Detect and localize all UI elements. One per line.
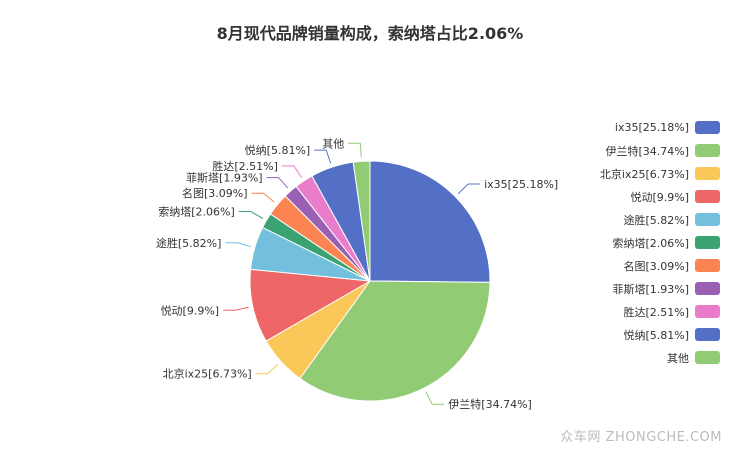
legend-label: 悦纳[5.81%]	[623, 328, 689, 342]
label-line-slice-4	[225, 242, 251, 248]
legend: ix35[25.18%] 伊兰特[34.74%] 北京ix25[6.73%] 悦动[9…	[560, 116, 720, 369]
legend-swatch	[695, 305, 720, 318]
legend-label: 北京ix25[6.73%]	[599, 167, 689, 181]
pie-slice-1	[299, 280, 491, 402]
legend-swatch	[695, 351, 720, 364]
label-line-slice-8	[281, 165, 303, 178]
pie-slice-3	[249, 268, 372, 342]
pie-slice-0	[369, 160, 491, 283]
legend-item-2[interactable]: 北京ix25[6.73%]	[560, 162, 720, 185]
legend-item-1[interactable]: 伊兰特[34.74%]	[560, 139, 720, 162]
legend-swatch	[695, 213, 720, 226]
legend-item-9[interactable]: 悦纳[5.81%]	[560, 323, 720, 346]
label-line-slice-3	[223, 306, 249, 311]
legend-swatch	[695, 236, 720, 249]
legend-item-0[interactable]: ix35[25.18%]	[560, 116, 720, 139]
legend-label: 悦动[9.9%]	[630, 190, 689, 204]
data-label-slice-8: 胜达[2.51%]	[212, 159, 278, 173]
label-line-slice-9	[314, 149, 332, 164]
legend-label: 其他	[667, 351, 689, 365]
legend-item-4[interactable]: 途胜[5.82%]	[560, 208, 720, 231]
data-label-slice-5: 索纳塔[2.06%]	[158, 205, 235, 219]
legend-label: 索纳塔[2.06%]	[612, 236, 689, 250]
legend-swatch	[695, 121, 720, 134]
label-line-slice-1	[425, 391, 445, 405]
legend-label: ix35[25.18%]	[614, 121, 689, 134]
legend-swatch	[695, 282, 720, 295]
watermark: 众车网 ZHONGCHE.COM	[560, 430, 722, 445]
legend-swatch	[695, 259, 720, 272]
legend-item-7[interactable]: 菲斯塔[1.93%]	[560, 277, 720, 300]
legend-label: 名图[3.09%]	[623, 259, 689, 273]
data-label-slice-7: 菲斯塔[1.93%]	[186, 172, 263, 185]
chart-title: 8月现代品牌销量构成，索纳塔占比2.06%	[216, 24, 524, 43]
legend-swatch	[695, 167, 720, 180]
legend-label: 菲斯塔[1.93%]	[612, 282, 689, 296]
legend-swatch	[695, 144, 720, 157]
legend-item-10[interactable]: 其他	[560, 346, 720, 369]
legend-label: 伊兰特[34.74%]	[605, 144, 689, 158]
label-line-slice-2	[255, 363, 279, 375]
data-label-slice-0: ix35[25.18%]	[484, 178, 558, 191]
label-line-slice-7	[266, 177, 289, 189]
pie-slice-10	[352, 160, 371, 282]
data-label-slice-4: 途胜[5.82%]	[156, 236, 222, 250]
data-label-slice-9: 悦纳[5.81%]	[245, 143, 311, 157]
legend-item-3[interactable]: 悦动[9.9%]	[560, 185, 720, 208]
legend-item-6[interactable]: 名图[3.09%]	[560, 254, 720, 277]
legend-swatch	[695, 328, 720, 341]
data-label-slice-10: 其他	[322, 137, 344, 150]
label-line-slice-5	[238, 211, 264, 220]
label-line-slice-10	[348, 142, 362, 158]
legend-item-8[interactable]: 胜达[2.51%]	[560, 300, 720, 323]
legend-item-5[interactable]: 索纳塔[2.06%]	[560, 231, 720, 254]
data-label-slice-1: 伊兰特[34.74%]	[448, 397, 532, 411]
label-line-slice-0	[457, 183, 481, 195]
data-label-slice-6: 名图[3.09%]	[182, 186, 248, 200]
legend-label: 胜达[2.51%]	[623, 305, 689, 319]
legend-swatch	[695, 190, 720, 203]
data-label-slice-3: 悦动[9.9%]	[161, 303, 220, 317]
label-line-slice-6	[251, 192, 275, 203]
data-label-slice-2: 北京ix25[6.73%]	[163, 367, 252, 381]
legend-label: 途胜[5.82%]	[623, 213, 689, 227]
